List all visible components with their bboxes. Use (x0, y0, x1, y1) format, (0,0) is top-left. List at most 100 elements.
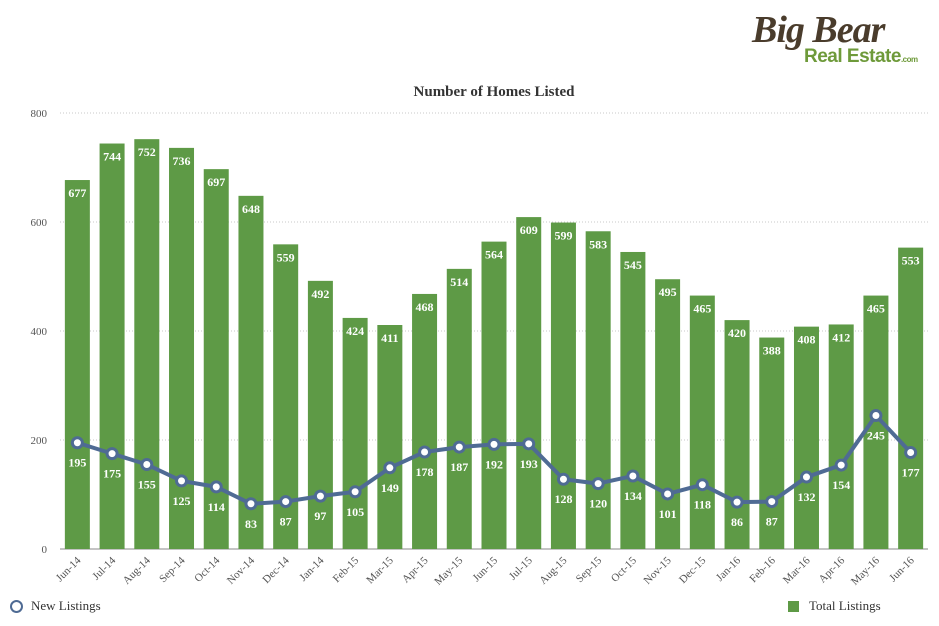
logo-real-estate: Real Estate (804, 46, 901, 67)
bar-value-label: 388 (763, 344, 781, 358)
line-point (799, 470, 813, 484)
bar-value-label: 514 (450, 275, 468, 289)
line-value-label: 128 (554, 492, 572, 506)
chart-title: Number of Homes Listed (414, 84, 576, 100)
bar-value-label: 545 (624, 258, 642, 272)
x-tick-label: Dec-14 (260, 554, 292, 586)
legend-new-listings: New Listings (10, 598, 101, 614)
line-point (626, 469, 640, 483)
x-tick-label: Nov-15 (641, 554, 674, 587)
line-value-label: 125 (173, 494, 191, 508)
line-value-label: 86 (731, 515, 743, 529)
line-point (105, 447, 119, 461)
line-value-label: 83 (245, 517, 257, 531)
line-value-label: 87 (766, 515, 778, 529)
bar (898, 247, 924, 550)
bar-value-label: 677 (68, 186, 86, 200)
bar-value-label: 648 (242, 202, 260, 216)
bar (828, 324, 854, 549)
bar (481, 241, 507, 549)
legend-label-total: Total Listings (809, 598, 881, 613)
bar (99, 143, 125, 549)
line-point (556, 472, 570, 486)
line-point (175, 474, 189, 488)
bar (516, 217, 542, 549)
line-value-label: 177 (902, 466, 920, 480)
line-value-label: 97 (314, 509, 326, 523)
bar-value-label: 609 (520, 223, 538, 237)
x-tick-label: May-15 (432, 554, 465, 587)
x-tick-label: May-16 (849, 554, 882, 587)
bar (64, 180, 90, 549)
line-value-label: 134 (624, 489, 642, 503)
bar-value-label: 408 (797, 333, 815, 347)
x-tick-label: Jul-14 (90, 554, 118, 582)
x-tick-label: Oct-14 (192, 554, 222, 584)
bar (134, 139, 160, 549)
bar-value-label: 424 (346, 324, 364, 338)
line-point (765, 495, 779, 509)
bar (169, 147, 195, 549)
bar-value-label: 465 (867, 302, 885, 316)
bar (620, 251, 646, 549)
line-value-label: 120 (589, 497, 607, 511)
y-tick-label: 400 (31, 326, 48, 338)
line-marker-icon (10, 599, 23, 613)
x-tick-label: Aug-15 (537, 554, 570, 587)
x-tick-label: Jun-14 (54, 554, 84, 584)
bar (238, 195, 264, 549)
y-tick-label: 800 (31, 108, 48, 120)
line-value-label: 154 (832, 478, 850, 492)
x-tick-label: Sep-15 (574, 554, 605, 585)
line-point (348, 485, 362, 499)
x-tick-label: Jan-14 (297, 554, 327, 584)
bar-value-label: 736 (173, 154, 191, 168)
line-point (834, 458, 848, 472)
line-value-label: 195 (68, 456, 86, 470)
line-point (904, 446, 918, 460)
line-value-label: 132 (797, 490, 815, 504)
x-tick-label: Dec-15 (677, 554, 709, 586)
line-value-label: 101 (659, 507, 677, 521)
x-tick-label: Oct-15 (609, 554, 639, 584)
x-tick-label: Feb-15 (331, 554, 362, 585)
line-point (591, 477, 605, 491)
line-value-label: 87 (280, 515, 292, 529)
x-tick-label: Aug-14 (121, 554, 154, 587)
legend-total-listings: Total Listings (788, 598, 881, 614)
bar-value-label: 420 (728, 326, 746, 340)
line-point (383, 461, 397, 475)
line-point (244, 497, 258, 511)
bar-value-label: 492 (311, 287, 329, 301)
x-tick-label: Jun-16 (887, 554, 917, 584)
line-point (695, 478, 709, 492)
logo-line2: Real Estate.com (804, 46, 918, 68)
line-point (279, 495, 293, 509)
line-point (869, 408, 883, 422)
bar-value-label: 744 (103, 150, 121, 164)
bar-value-label: 495 (659, 285, 677, 299)
bar-value-label: 752 (138, 145, 156, 159)
line-point (730, 495, 744, 509)
line-point (418, 445, 432, 459)
line-point (209, 480, 223, 494)
x-tick-label: Jan-16 (714, 554, 744, 584)
bar-value-label: 412 (832, 330, 850, 344)
bar (307, 280, 333, 549)
logo-line1: Big Bear (752, 9, 885, 51)
x-tick-label: Feb-16 (747, 554, 778, 585)
line-point (70, 436, 84, 450)
bar (377, 325, 403, 549)
bar-value-label: 599 (554, 229, 572, 243)
x-tick-label: Apr-16 (817, 554, 848, 585)
x-tick-label: Nov-14 (225, 554, 258, 587)
bar (585, 231, 611, 549)
x-tick-label: Jun-15 (470, 554, 500, 584)
bar-value-label: 553 (902, 254, 920, 268)
bar (724, 320, 750, 549)
bar-value-label: 564 (485, 248, 503, 262)
line-value-label: 193 (520, 457, 538, 471)
line-point (522, 437, 536, 451)
bar-value-label: 697 (207, 175, 225, 189)
